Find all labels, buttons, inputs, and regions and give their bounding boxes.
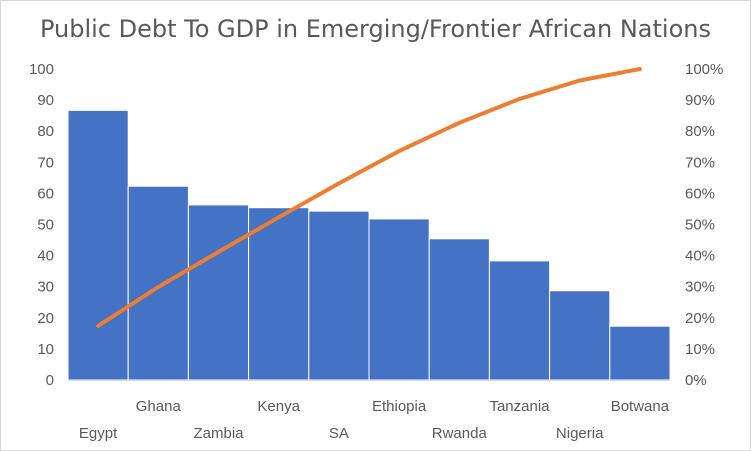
bar bbox=[549, 290, 611, 381]
y-right-tick-label: 0% bbox=[685, 372, 707, 389]
bar bbox=[428, 238, 490, 381]
x-tick-label: Ethiopia bbox=[372, 398, 427, 415]
x-tick-label: Egypt bbox=[79, 425, 118, 442]
y-left-tick-label: 60 bbox=[37, 185, 54, 202]
x-tick-label: Nigeria bbox=[556, 425, 604, 442]
bar bbox=[488, 260, 551, 381]
y-right-tick-label: 70% bbox=[685, 154, 715, 171]
y-right-tick-label: 40% bbox=[685, 248, 715, 265]
y-left-tick-label: 20 bbox=[37, 310, 54, 327]
x-tick-label: Kenya bbox=[257, 398, 300, 415]
x-tick-label: Ghana bbox=[136, 398, 182, 415]
x-tick-label: Tanzania bbox=[489, 398, 550, 415]
x-tick-label: Zambia bbox=[193, 425, 244, 442]
y-left-tick-label: 100 bbox=[29, 61, 54, 78]
y-right-tick-label: 10% bbox=[685, 341, 715, 358]
x-tick-label: SA bbox=[329, 425, 349, 442]
bar bbox=[609, 325, 671, 381]
bar bbox=[187, 204, 250, 381]
y-left-tick-label: 30 bbox=[37, 279, 54, 296]
x-tick-label: Botwana bbox=[611, 398, 670, 415]
y-left-tick-label: 50 bbox=[37, 217, 54, 234]
y-right-tick-label: 30% bbox=[685, 279, 715, 296]
bar bbox=[127, 185, 189, 381]
y-left-tick-label: 70 bbox=[37, 154, 54, 171]
y-right-tick-label: 100% bbox=[685, 61, 723, 78]
y-right-tick-label: 50% bbox=[685, 217, 715, 234]
chart-title: Public Debt To GDP in Emerging/Frontier … bbox=[39, 15, 711, 43]
x-tick-label: Rwanda bbox=[432, 425, 488, 442]
y-left-tick-label: 0 bbox=[46, 372, 54, 389]
bar bbox=[368, 218, 430, 381]
y-right-tick-label: 80% bbox=[685, 123, 715, 140]
y-left-tick-label: 40 bbox=[37, 248, 54, 265]
bar bbox=[308, 210, 370, 381]
bar bbox=[248, 207, 310, 381]
y-right-tick-label: 20% bbox=[685, 310, 715, 327]
cumulative-line bbox=[96, 67, 642, 328]
bar bbox=[67, 109, 129, 381]
y-right-tick-label: 60% bbox=[685, 185, 715, 202]
y-left-tick-label: 80 bbox=[37, 123, 54, 140]
y-left-tick-label: 90 bbox=[37, 92, 54, 109]
y-right-tick-label: 90% bbox=[685, 92, 715, 109]
y-left-tick-label: 10 bbox=[37, 341, 54, 358]
